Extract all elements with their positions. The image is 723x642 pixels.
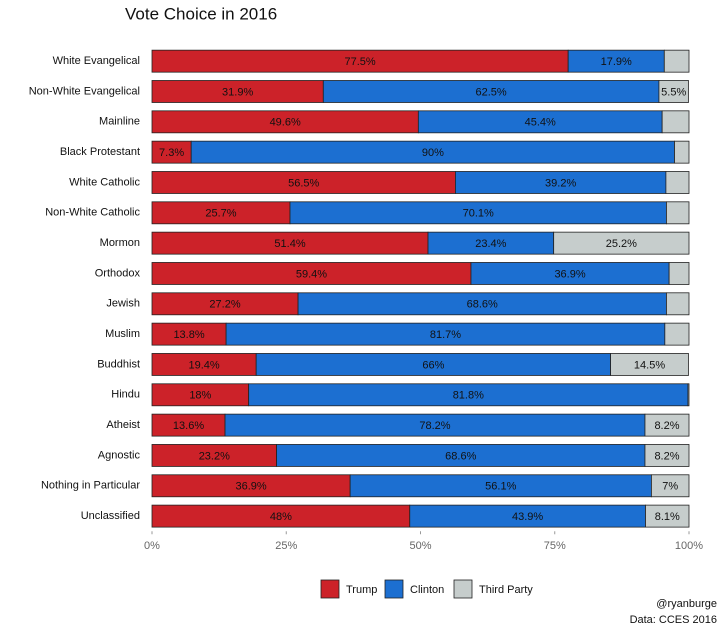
data-label: 81.7% — [430, 329, 461, 341]
data-label: 62.5% — [476, 86, 507, 98]
y-tick-label: Buddhist — [97, 358, 140, 370]
data-label: 68.6% — [467, 299, 498, 311]
y-tick-label: Hindu — [111, 389, 140, 401]
data-label: 36.9% — [235, 481, 266, 493]
caption: @ryanburge — [656, 598, 717, 610]
x-tick-label: 0% — [144, 540, 160, 552]
data-label: 49.6% — [270, 117, 301, 129]
x-tick-label: 100% — [675, 540, 703, 552]
data-label: 7% — [662, 481, 678, 493]
y-tick-label: Orthodox — [95, 267, 141, 279]
bar-segment — [666, 292, 690, 316]
bar-segment — [645, 504, 690, 528]
x-tick-label: 25% — [275, 540, 297, 552]
data-label: 45.4% — [525, 117, 556, 129]
data-label: 56.1% — [485, 481, 516, 493]
y-tick-label: Mormon — [100, 237, 140, 249]
y-tick-label: Jewish — [106, 298, 140, 310]
legend-label: Trump — [346, 584, 377, 596]
y-tick-label: Mainline — [99, 116, 140, 128]
legend-label: Clinton — [410, 584, 444, 596]
data-label: 13.8% — [173, 329, 204, 341]
data-label: 81.8% — [453, 390, 484, 402]
data-label: 5.5% — [661, 86, 686, 98]
data-label: 18% — [189, 390, 211, 402]
data-label: 7.3% — [159, 147, 184, 159]
data-label: 66% — [422, 359, 444, 371]
bar-segment — [644, 413, 690, 437]
data-label: 17.9% — [601, 56, 632, 68]
y-tick-label: White Catholic — [69, 176, 140, 188]
y-tick-label: Black Protestant — [60, 146, 140, 158]
legend-swatch — [320, 579, 340, 599]
data-label: 78.2% — [419, 420, 450, 432]
x-tick-label: 50% — [409, 540, 431, 552]
y-tick-label: Muslim — [105, 328, 140, 340]
bar-segment — [674, 140, 690, 164]
data-label: 14.5% — [634, 359, 665, 371]
data-label: 51.4% — [274, 238, 305, 250]
x-tick-label: 75% — [544, 540, 566, 552]
data-label: 77.5% — [344, 56, 375, 68]
data-label: 23.2% — [199, 450, 230, 462]
data-label: 25.2% — [606, 238, 637, 250]
data-label: 36.9% — [554, 268, 585, 280]
data-label: 8.1% — [655, 511, 680, 523]
data-label: 8.2% — [654, 450, 679, 462]
bar-segment — [658, 80, 689, 103]
data-label: 43.9% — [512, 511, 543, 523]
bar-segment — [663, 49, 690, 73]
bar-segment — [610, 353, 689, 376]
bar-segment — [661, 110, 690, 134]
data-label: 31.9% — [222, 86, 253, 98]
data-label: 23.4% — [475, 238, 506, 250]
legend-swatch — [384, 579, 404, 599]
data-label: 8.2% — [654, 420, 679, 432]
data-label: 59.4% — [296, 268, 327, 280]
data-label: 25.7% — [205, 208, 236, 220]
y-tick-label: White Evangelical — [53, 55, 140, 67]
data-label: 70.1% — [463, 208, 494, 220]
bar-segment — [644, 444, 690, 467]
bar-segment — [651, 474, 690, 498]
y-tick-label: Non-White Evangelical — [29, 85, 140, 97]
data-label: 90% — [422, 147, 444, 159]
y-tick-label: Nothing in Particular — [41, 480, 140, 492]
data-label: 48% — [270, 511, 292, 523]
data-label: 39.2% — [545, 177, 576, 189]
data-label: 19.4% — [188, 359, 219, 371]
y-tick-label: Atheist — [106, 419, 140, 431]
bar-segment — [668, 262, 690, 285]
bar-segment — [664, 322, 690, 346]
y-tick-label: Agnostic — [98, 449, 141, 461]
data-label: 68.6% — [445, 450, 476, 462]
data-label: 56.5% — [288, 177, 319, 189]
data-label: 13.6% — [173, 420, 204, 432]
chart-title: Vote Choice in 2016 — [125, 4, 277, 23]
bar-segment — [666, 201, 690, 225]
legend-swatch — [453, 579, 473, 599]
bar-segment — [553, 231, 690, 255]
y-tick-label: Non-White Catholic — [45, 207, 140, 219]
legend-label: Third Party — [479, 584, 533, 596]
y-tick-label: Unclassified — [81, 510, 140, 522]
bar-segment — [665, 171, 690, 194]
data-label: 27.2% — [209, 299, 240, 311]
caption: Data: CCES 2016 — [630, 614, 717, 626]
bar-segment — [687, 383, 690, 407]
